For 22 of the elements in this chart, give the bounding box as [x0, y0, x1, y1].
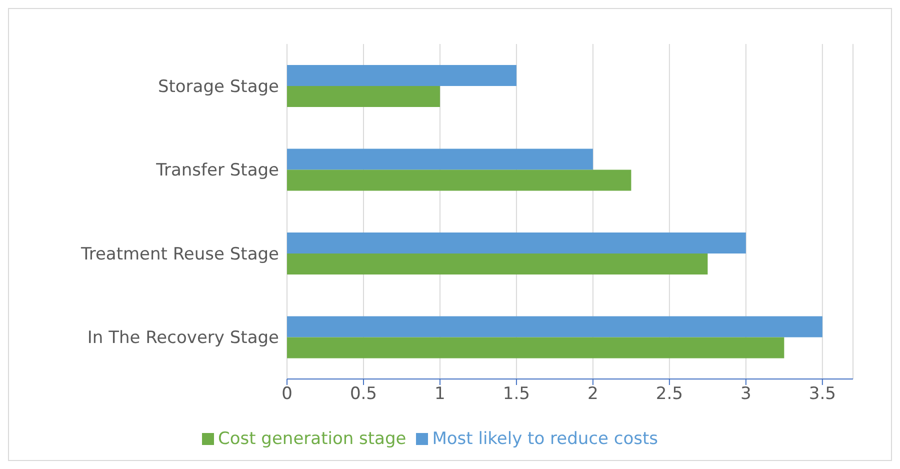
legend-label: Cost generation stage — [218, 429, 406, 449]
bar — [287, 253, 708, 274]
x-tick-label: 3.5 — [808, 384, 836, 404]
bar — [287, 148, 593, 170]
y-tick-label: In The Recovery Stage — [87, 328, 279, 348]
y-tick-label: Storage Stage — [158, 76, 279, 97]
x-tick-label: 2.5 — [656, 384, 683, 404]
bar — [287, 64, 516, 86]
bar — [287, 86, 440, 107]
bar — [287, 316, 822, 338]
y-tick-label: Treatment Reuse Stage — [80, 244, 279, 264]
x-tick-label: 2 — [588, 384, 598, 404]
x-tick-label: 0.5 — [350, 384, 378, 404]
bar — [287, 170, 632, 191]
x-tick-label: 0 — [282, 384, 292, 404]
y-tick-label: Transfer Stage — [155, 160, 279, 181]
legend-label: Most likely to reduce costs — [432, 429, 658, 449]
x-tick-label: 3 — [740, 384, 752, 404]
bar — [287, 337, 784, 358]
bar — [287, 232, 746, 254]
x-tick-label: 1.5 — [502, 384, 530, 404]
x-tick-label: 1 — [434, 384, 446, 404]
